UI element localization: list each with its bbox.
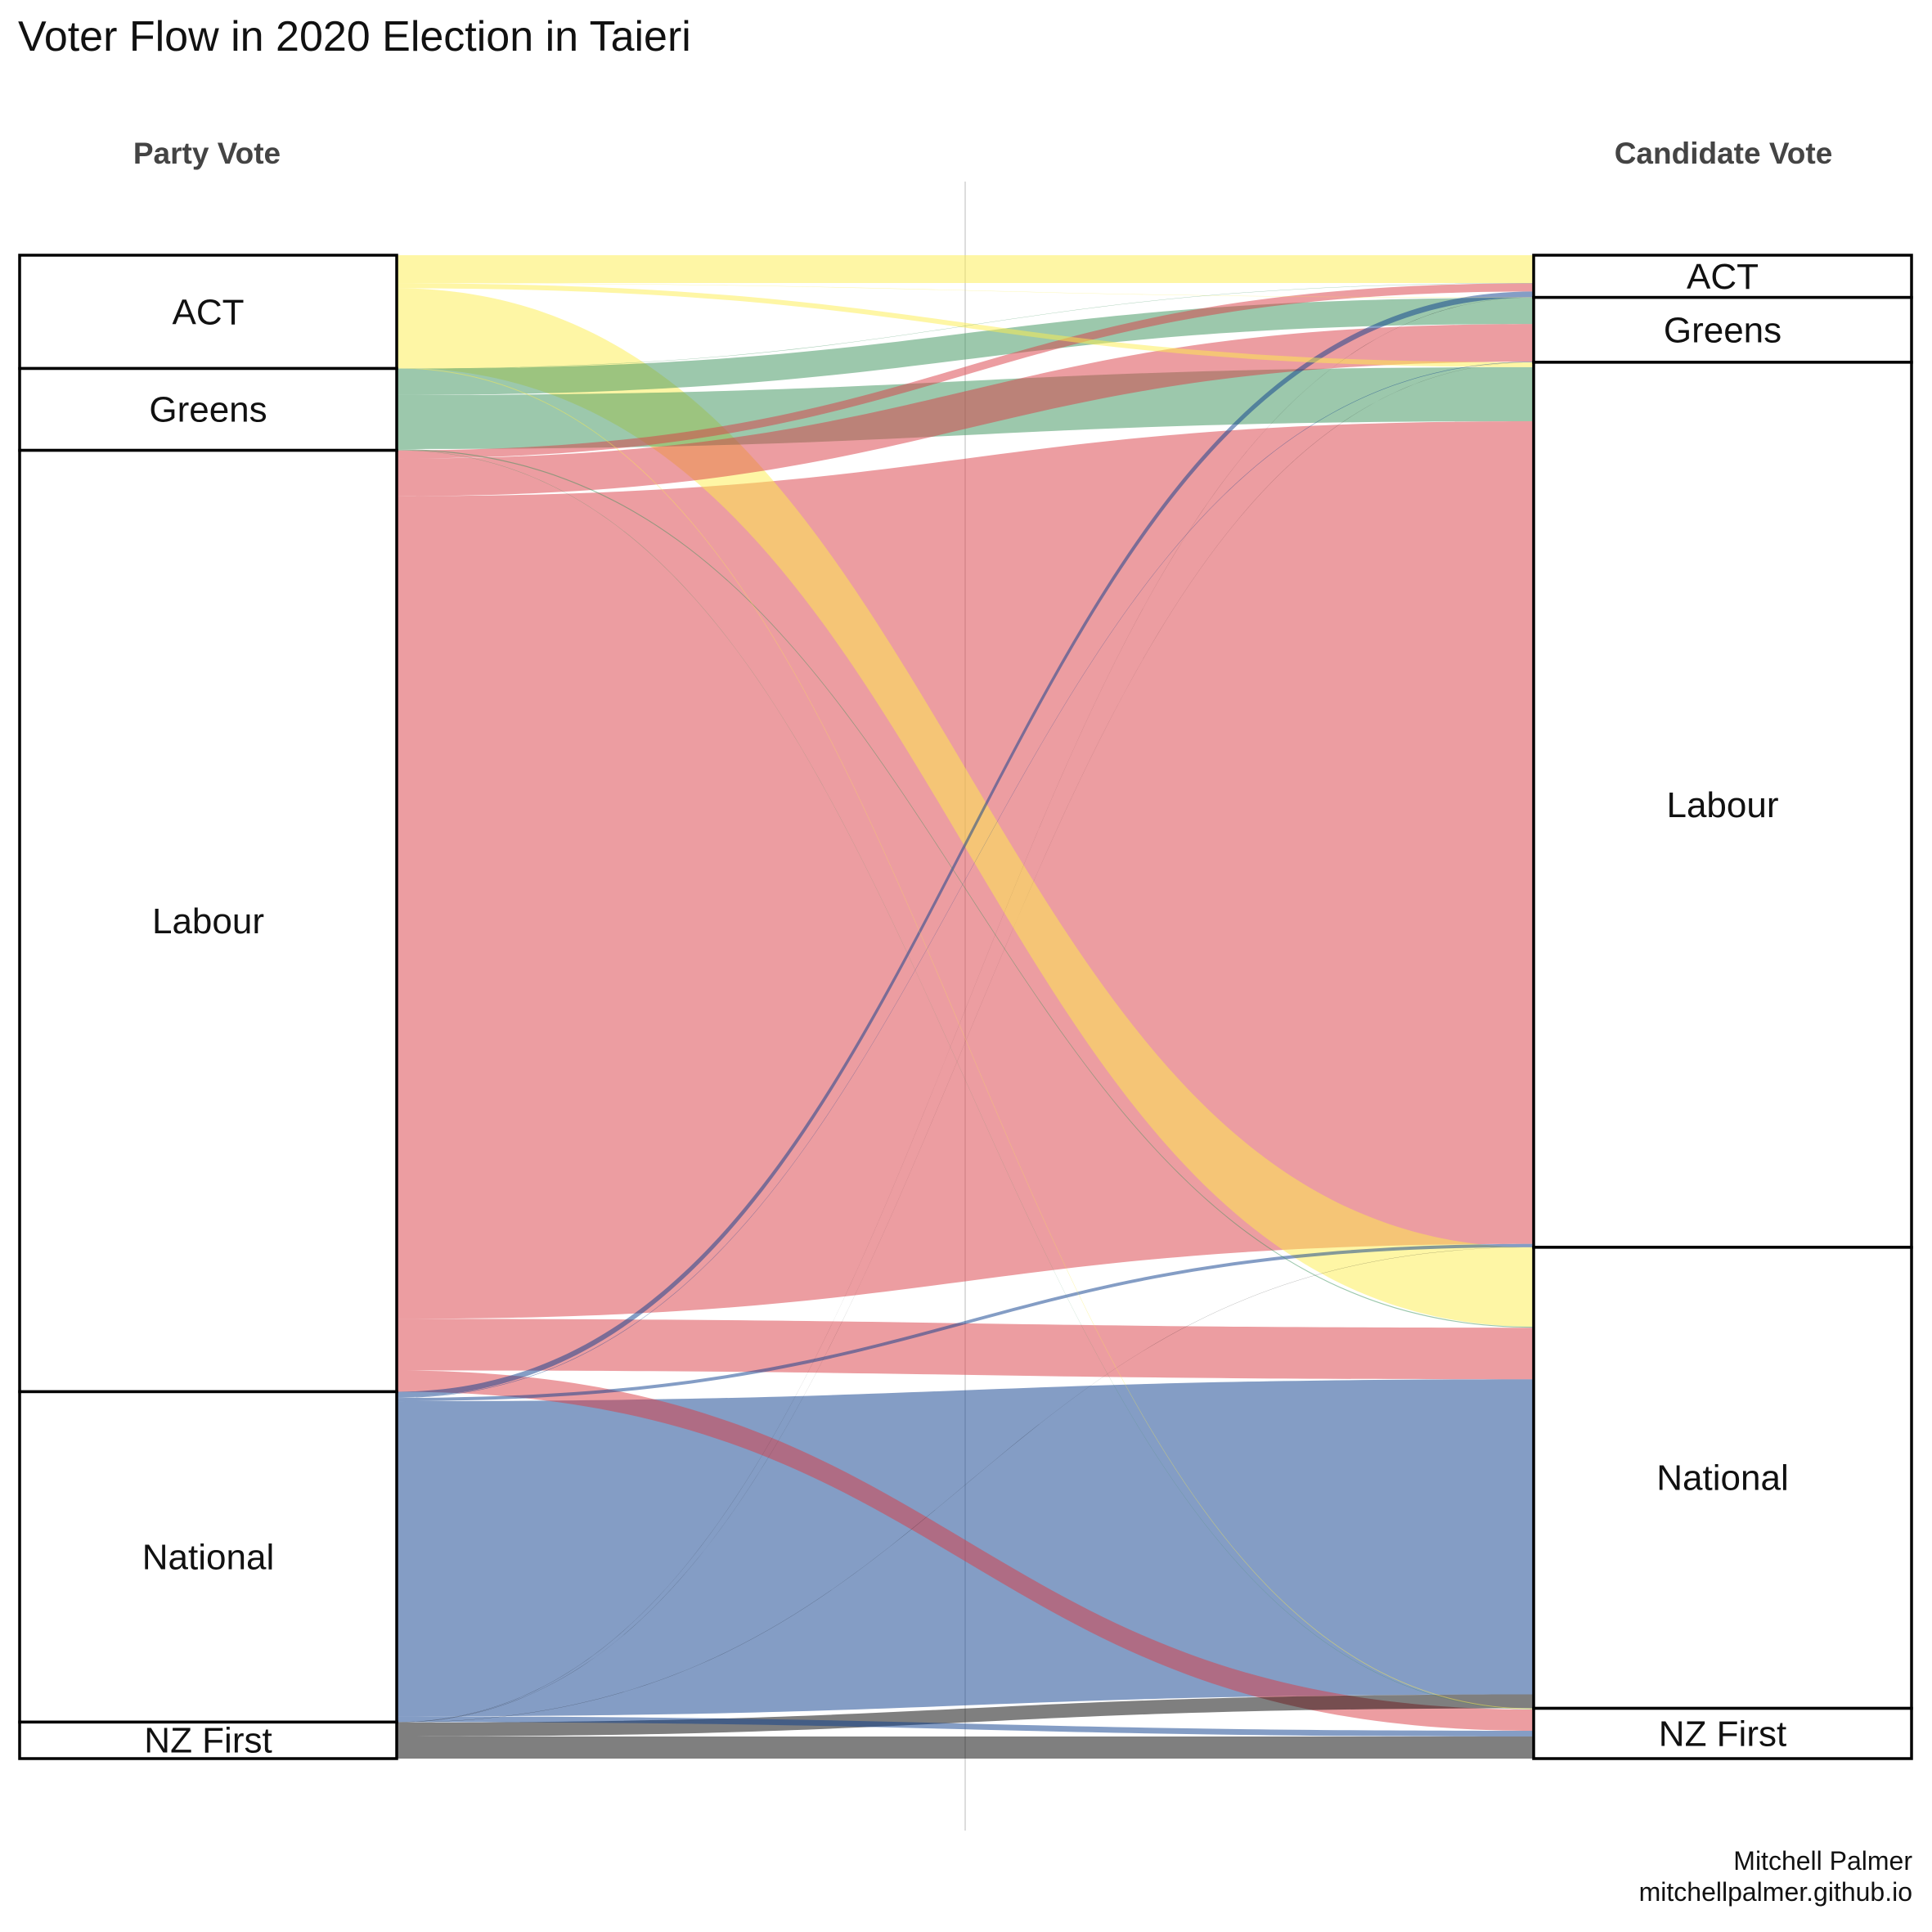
party-vote-node-label-labour: Labour: [152, 901, 264, 941]
candidate-vote-node-labour: [1532, 361, 1913, 1249]
flow-national-to-greens: [397, 362, 1534, 1399]
flow-labour-to-labour: [397, 420, 1534, 1319]
flow-labour-to-national: [397, 1319, 1534, 1380]
flow-greens-to-nz-first: [397, 450, 1534, 1710]
party-vote-node-label-act: ACT: [173, 292, 245, 332]
flow-act-to-greens: [397, 283, 1534, 299]
flow-nz-first-to-labour: [397, 1247, 1534, 1723]
chart-title: Voter Flow in 2020 Election in Taieri: [18, 13, 691, 61]
candidate-vote-node-label-act: ACT: [1687, 257, 1759, 297]
candidate-vote-node-label-national: National: [1656, 1458, 1788, 1498]
candidate-vote-node-label-greens: Greens: [1664, 310, 1781, 350]
flow-act-to-act: [397, 255, 1534, 284]
credit-author: Mitchell Palmer: [1733, 1846, 1912, 1876]
candidate-vote-node-label-labour: Labour: [1666, 785, 1778, 825]
party-vote-node-labour: [18, 448, 398, 1394]
flow-nz-first-to-greens: [397, 362, 1534, 1723]
flow-nz-first-to-national: [397, 1694, 1534, 1737]
axis-label-candidate-vote: Candidate Vote: [1615, 137, 1833, 170]
flow-labour-to-act: [397, 283, 1534, 459]
flow-act-to-nz-first: [397, 367, 1534, 1710]
flow-nz-first-to-act: [397, 297, 1534, 1723]
flow-greens-to-greens: [397, 298, 1534, 395]
flow-greens-to-national: [397, 448, 1534, 1328]
party-vote-node-label-greens: Greens: [149, 390, 267, 430]
flow-national-to-nz-first: [397, 1716, 1534, 1737]
node-stacks: ACT Greens Labour National NZ First ACT Greens…: [18, 254, 1913, 1761]
credit-website: mitchellpalmer.github.io: [1639, 1877, 1912, 1907]
axis-label-party-vote: Party Vote: [133, 137, 281, 170]
flow-greens-to-act: [397, 283, 1534, 369]
flow-national-to-act: [397, 291, 1534, 1398]
candidate-vote-node-national: [1532, 1246, 1913, 1710]
candidate-vote-node-label-nz-first: NZ First: [1659, 1714, 1786, 1754]
party-vote-node-nz-first: [18, 1720, 398, 1760]
flow-nz-first-to-nz-first: [397, 1736, 1534, 1759]
party-vote-node-greens: [18, 366, 398, 452]
flow-labour-to-nz-first: [397, 1370, 1534, 1731]
flow-national-to-labour: [397, 1243, 1534, 1402]
candidate-vote-node-greens: [1532, 295, 1913, 364]
party-vote-node-label-national: National: [142, 1537, 274, 1577]
flow-labour-to-greens: [397, 324, 1534, 496]
party-vote-node-label-nz-first: NZ First: [144, 1721, 272, 1761]
flow-act-to-labour: [397, 283, 1534, 367]
flow-act-to-national: [397, 288, 1534, 1327]
candidate-vote-node-nz-first: [1532, 1706, 1913, 1760]
flow-ribbons: [397, 255, 1534, 1759]
party-vote-node-act: [18, 254, 398, 371]
